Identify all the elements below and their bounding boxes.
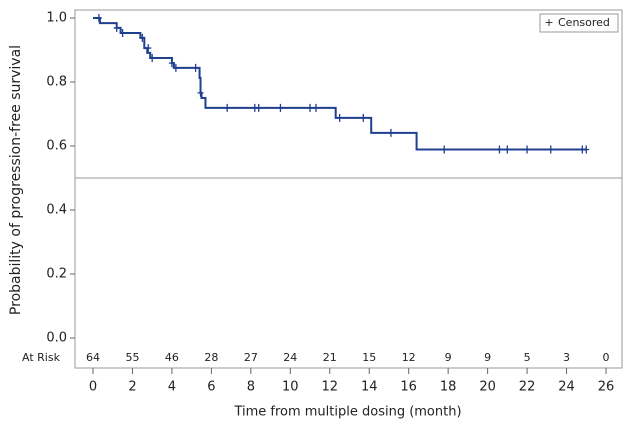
y-tick-label: 0.6: [46, 139, 67, 154]
censor-mark: [277, 103, 284, 112]
x-tick-label: 12: [321, 380, 338, 395]
censor-mark: [524, 145, 531, 154]
at-risk-count: 27: [244, 351, 258, 364]
at-risk-count: 15: [362, 351, 376, 364]
x-tick-label: 2: [128, 380, 136, 395]
censor-mark: [583, 145, 590, 154]
censor-mark: [255, 103, 262, 112]
censor-mark: [95, 14, 102, 22]
censor-mark: [312, 103, 319, 112]
censor-mark: [113, 23, 120, 32]
legend-label: Censored: [558, 16, 610, 29]
at-risk-label: At Risk: [22, 351, 61, 364]
x-tick-label: 14: [361, 380, 378, 395]
plot-frame: [74, 9, 623, 369]
at-risk-count: 24: [283, 351, 297, 364]
y-axis-label: Probability of progression-free survival: [8, 45, 24, 315]
x-tick-label: 20: [479, 380, 496, 395]
x-tick-label: 4: [168, 380, 176, 395]
censor-mark: [197, 88, 204, 97]
x-tick-label: 6: [207, 380, 215, 395]
censor-mark: [224, 103, 231, 112]
censor-mark: [192, 63, 199, 72]
at-risk-count: 28: [204, 351, 218, 364]
censor-mark: [441, 145, 448, 154]
x-tick-label: 26: [598, 380, 615, 395]
y-tick-label: 0.0: [46, 331, 67, 346]
legend-marker: +: [544, 16, 553, 29]
at-risk-count: 9: [445, 351, 452, 364]
x-tick-label: 18: [440, 380, 457, 395]
survival-curve: [93, 17, 587, 151]
censor-mark: [172, 63, 179, 72]
censor-mark: [547, 145, 554, 154]
at-risk-count: 55: [125, 351, 139, 364]
censor-mark: [145, 44, 152, 53]
censor-mark: [139, 33, 146, 42]
at-risk-count: 5: [524, 351, 531, 364]
censor-mark: [387, 128, 394, 137]
y-tick-label: 1.0: [46, 11, 67, 26]
censor-mark: [168, 59, 175, 68]
at-risk-count: 21: [323, 351, 337, 364]
censor-mark: [496, 145, 503, 154]
at-risk-count: 3: [563, 351, 570, 364]
x-axis-label: Time from multiple dosing (month): [233, 405, 461, 420]
at-risk-count: 0: [603, 351, 610, 364]
at-risk-count: 46: [165, 351, 179, 364]
censor-mark: [360, 113, 367, 122]
y-tick-label: 0.2: [46, 267, 67, 282]
censor-mark: [336, 113, 343, 122]
x-tick-label: 16: [400, 380, 417, 395]
at-risk-count: 9: [484, 351, 491, 364]
x-tick-label: 10: [282, 380, 299, 395]
at-risk-count: 12: [402, 351, 416, 364]
x-tick-label: 0: [89, 380, 97, 395]
x-tick-label: 8: [247, 380, 255, 395]
censor-mark: [119, 29, 126, 38]
censor-mark: [307, 103, 314, 112]
legend-box: [539, 13, 619, 33]
censor-mark: [149, 54, 156, 62]
x-tick-label: 24: [558, 380, 575, 395]
y-tick-label: 0.8: [46, 75, 67, 90]
censor-mark: [504, 145, 511, 154]
y-tick-label: 0.4: [46, 203, 67, 218]
x-tick-label: 22: [519, 380, 536, 395]
at-risk-count: 64: [86, 351, 100, 364]
